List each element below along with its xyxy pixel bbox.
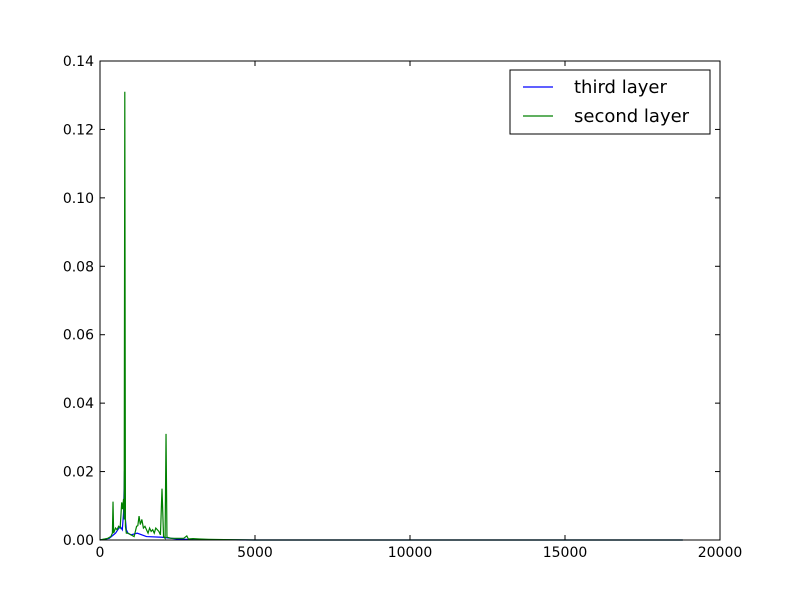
plot-frame [99,60,721,541]
x-tick-label: 10000 [388,545,433,561]
x-tick-label: 0 [96,545,105,561]
y-tick-label: 0.02 [63,465,94,481]
plot-area [100,61,720,540]
y-tick-label: 0.14 [63,54,94,70]
y-tick-label: 0.00 [63,533,94,549]
legend-box [509,69,711,135]
y-tick-label: 0.06 [63,328,94,344]
y-tick-label: 0.08 [63,259,94,275]
series-layer [99,91,683,541]
legend: third layer second layer [509,69,711,135]
y-tick-label: 0.04 [63,396,94,412]
x-tick-label: 20000 [698,545,743,561]
x-tick-label: 5000 [237,545,273,561]
series-line-second-layer [99,91,683,541]
legend-label-second-layer: second layer [574,106,690,127]
ticks-layer: 0 5000 10000 15000 20000 0.00 0.02 0.04 0.06 0.08… [63,54,742,561]
legend-label-third-layer: third layer [574,77,667,98]
y-tick-label: 0.10 [63,191,94,207]
y-tick-label: 0.12 [63,122,94,138]
x-tick-label: 15000 [543,545,588,561]
